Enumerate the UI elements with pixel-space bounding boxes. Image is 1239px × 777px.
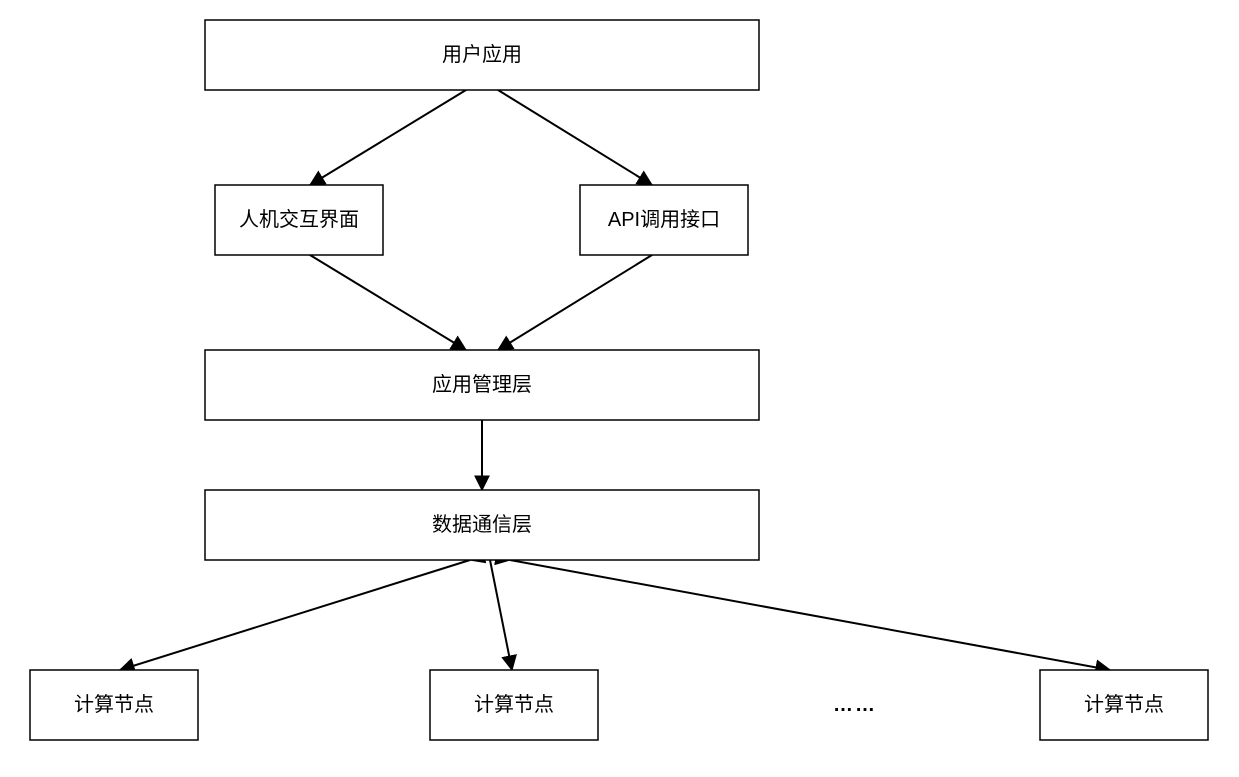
node-label: 计算节点 [1084,693,1164,716]
node-hci: 人机交互界面 [215,185,383,255]
diagram-canvas: 用户应用人机交互界面 API调用接口应用管理层数据通信层计算节点 计算节点 计算节点 …… [0,0,1239,777]
edge-user-hci [310,90,466,185]
edge-user-api [498,90,652,185]
edge-hci-mgmt [310,255,466,350]
node-app_mgmt: 应用管理层 [205,350,759,420]
node-label: 人机交互界面 [239,208,359,231]
ellipsis-label: …… [833,694,877,716]
node-compute_node_3: 计算节点 [1040,670,1208,740]
nodes-layer: 用户应用人机交互界面 API调用接口应用管理层数据通信层计算节点 计算节点 计算节点 …… [30,20,1208,740]
node-label: 数据通信层 [432,513,532,536]
edge-comm-cn2 [490,560,512,670]
node-api: API调用接口 [580,185,748,255]
node-data_comm: 数据通信层 [205,490,759,560]
node-compute_node_1: 计算节点 [30,670,198,740]
node-compute_node_2: 计算节点 [430,670,598,740]
edge-comm-cn3 [510,560,1110,670]
node-user_app: 用户应用 [205,20,759,90]
node-label: API调用接口 [608,208,720,231]
node-label: 应用管理层 [432,373,532,396]
node-label: 用户应用 [442,43,522,66]
edge-comm-cn1 [120,560,470,670]
node-label: 计算节点 [474,693,554,716]
edge-api-mgmt [498,255,652,350]
node-label: 计算节点 [74,693,154,716]
